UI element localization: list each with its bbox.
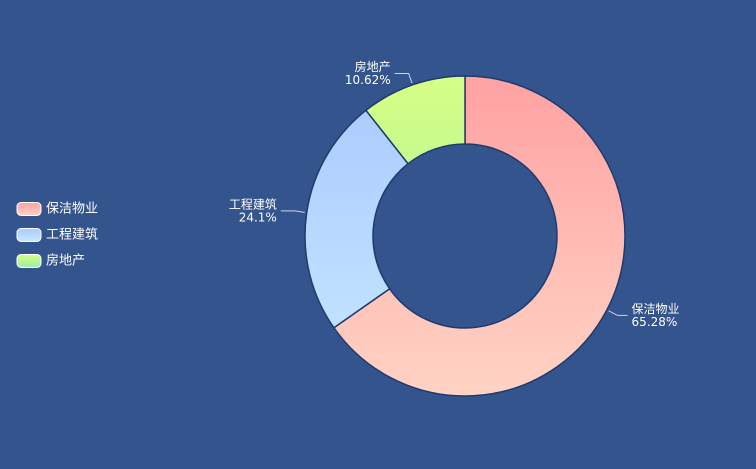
slice-value: 24.1% — [239, 210, 277, 224]
slice-value: 10.62% — [345, 73, 391, 87]
slice — [304, 109, 410, 329]
slice — [364, 75, 466, 165]
legend-swatch — [16, 254, 42, 268]
leader-line — [608, 310, 628, 316]
legend-swatch — [16, 228, 42, 242]
slice — [332, 75, 626, 397]
leader-line — [280, 210, 305, 213]
slice-value: 65.28% — [632, 315, 678, 329]
legend-label: 工程建筑 — [46, 227, 98, 243]
slice-label: 保洁物业 — [632, 302, 680, 316]
slice-label: 工程建筑 — [229, 196, 277, 211]
legend-label: 房地产 — [46, 253, 85, 269]
legend-swatch — [16, 202, 42, 216]
slice-label: 房地产 — [355, 59, 391, 74]
legend-label: 保洁物业 — [46, 202, 98, 217]
leader-line — [394, 72, 413, 84]
